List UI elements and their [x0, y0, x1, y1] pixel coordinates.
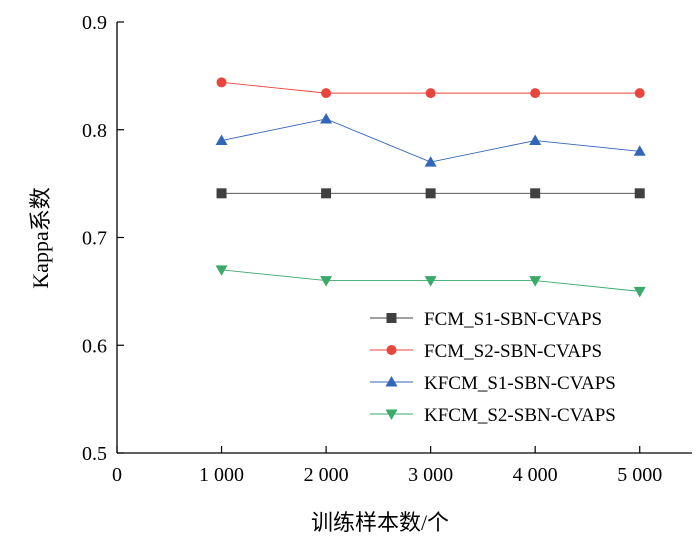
- data-point: [215, 134, 228, 146]
- data-point: [320, 276, 333, 287]
- series-line: [221, 118, 640, 163]
- y-tick-label: 0.9: [82, 12, 107, 34]
- data-point: [321, 188, 332, 199]
- series-layer: [215, 77, 646, 298]
- series-2: [216, 77, 645, 99]
- y-tick-label: 0.8: [82, 120, 107, 142]
- legend-entry: FCM_S1-SBN-CVAPS: [370, 309, 602, 330]
- series-3: [215, 112, 646, 167]
- series-1: [216, 188, 645, 199]
- legend-label: KFCM_S1-SBN-CVAPS: [424, 373, 616, 394]
- data-point: [633, 286, 646, 298]
- legend-entry: KFCM_S1-SBN-CVAPS: [370, 373, 616, 394]
- data-point: [634, 88, 645, 99]
- x-axis-ticks: 0 1 000 2 000 3 000 4 000 5 000: [112, 446, 662, 486]
- data-point: [529, 276, 542, 287]
- data-point: [216, 77, 227, 88]
- legend-label: FCM_S2-SBN-CVAPS: [424, 341, 602, 362]
- data-point: [216, 188, 227, 199]
- data-point: [425, 88, 436, 99]
- legend: FCM_S1-SBN-CVAPS FCM_S2-SBN-CVAPS KFCM_S1-…: [370, 309, 616, 426]
- legend-entry: KFCM_S2-SBN-CVAPS: [370, 405, 616, 426]
- x-tick-label: 3 000: [408, 464, 453, 486]
- x-axis-title: 训练样本数/个: [311, 510, 449, 535]
- y-axis-title: Kappa系数: [28, 187, 53, 288]
- y-tick-label: 0.7: [82, 228, 107, 250]
- data-point: [425, 188, 436, 199]
- legend-entry: FCM_S2-SBN-CVAPS: [370, 341, 602, 362]
- data-point: [424, 156, 437, 167]
- data-point: [320, 112, 333, 124]
- x-tick-label: 1 000: [199, 464, 244, 486]
- legend-label: KFCM_S2-SBN-CVAPS: [424, 405, 616, 426]
- data-point: [530, 188, 541, 199]
- data-point: [424, 276, 437, 287]
- x-tick-label: 5 000: [617, 464, 662, 486]
- legend-label: FCM_S1-SBN-CVAPS: [424, 309, 602, 330]
- x-tick-label: 4 000: [513, 464, 558, 486]
- y-tick-label: 0.6: [82, 335, 107, 357]
- x-tick-label: 0: [112, 464, 122, 486]
- legend-marker: [385, 409, 398, 420]
- y-tick-label: 0.5: [82, 443, 107, 465]
- data-point: [530, 88, 541, 99]
- series-4: [215, 265, 646, 298]
- legend-marker: [386, 313, 397, 323]
- data-point: [633, 145, 646, 156]
- y-axis-ticks: 0.5 0.6 0.7 0.8 0.9: [82, 12, 124, 465]
- data-point: [529, 134, 542, 146]
- x-tick-label: 2 000: [304, 464, 349, 486]
- data-point: [634, 188, 645, 199]
- data-point: [215, 265, 228, 276]
- legend-marker: [385, 376, 398, 387]
- data-point: [321, 88, 332, 99]
- legend-marker: [386, 345, 397, 355]
